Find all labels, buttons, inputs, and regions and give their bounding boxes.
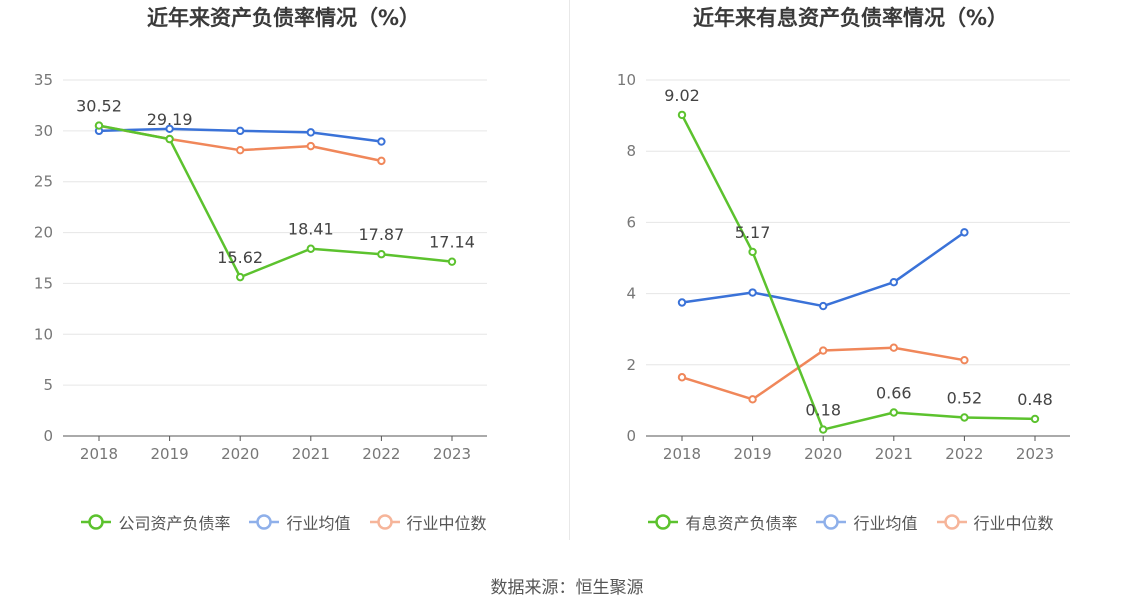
data-label: 17.14 (429, 233, 475, 252)
data-point[interactable] (819, 301, 828, 311)
data-point[interactable] (960, 413, 969, 422)
legend-label: 有息资产负债率 (685, 514, 798, 533)
x-tick-label: 2019 (734, 445, 772, 463)
legend-swatch-icon (648, 514, 679, 530)
legend-label: 行业均值 (286, 514, 351, 533)
y-tick-label: 35 (34, 71, 53, 89)
data-point[interactable] (960, 228, 969, 237)
data-point[interactable] (677, 373, 687, 382)
series-line (98, 124, 453, 279)
data-point[interactable] (677, 110, 687, 120)
data-point[interactable] (236, 145, 245, 155)
data-point[interactable] (306, 141, 315, 151)
data-label: 0.66 (876, 384, 912, 403)
data-label: 17.87 (358, 225, 404, 244)
chart-plot: 0 2 4 6 8 10 2018 2019 2020 2021 2022 2023 9.02 5.17 0… (617, 71, 1070, 463)
left-chart-panel: 近年来资产负债率情况（%） 0 5 10 15 20 25 30 35 2018 2019 2020… (0, 0, 567, 560)
data-label: 0.52 (947, 388, 983, 407)
y-tick-label: 25 (34, 173, 53, 191)
chart-legend: 有息资产负债率 行业均值 行业中位数 (567, 510, 1134, 534)
series-line (680, 114, 1036, 431)
data-point[interactable] (377, 137, 386, 146)
data-point[interactable] (748, 247, 757, 257)
legend-swatch-icon (816, 514, 847, 530)
y-tick-label: 30 (34, 122, 53, 140)
y-tick-label: 0 (43, 427, 53, 445)
legend-label: 行业均值 (853, 514, 918, 533)
y-tick-label: 4 (626, 285, 636, 303)
legend-item[interactable]: 行业中位数 (369, 510, 487, 534)
legend-item[interactable]: 有息资产负债率 (647, 510, 797, 534)
legend-label: 行业中位数 (406, 514, 487, 533)
x-tick-label: 2018 (663, 445, 701, 463)
data-point[interactable] (1030, 414, 1040, 424)
y-tick-label: 8 (626, 142, 636, 160)
x-tick-label: 2023 (1016, 445, 1054, 463)
legend-item[interactable]: 行业均值 (248, 510, 351, 534)
x-tick-label: 2021 (875, 445, 913, 463)
data-label: 0.48 (1017, 390, 1053, 409)
legend-swatch-icon (249, 514, 280, 530)
x-tick-label: 2021 (292, 445, 330, 463)
data-point[interactable] (819, 425, 828, 434)
chart-plot: 0 5 10 15 20 25 30 35 2018 2019 2020 2021 2022 2023 30… (34, 71, 487, 463)
x-tick-label: 2018 (80, 445, 118, 463)
data-label: 9.02 (664, 86, 700, 105)
panel-divider (569, 0, 570, 540)
data-label: 18.41 (288, 220, 334, 239)
legend-item[interactable]: 行业均值 (815, 510, 918, 534)
chart-title: 近年来资产负债率情况（%） (146, 6, 421, 30)
data-point[interactable] (889, 408, 898, 417)
series-line (681, 346, 965, 401)
data-point[interactable] (377, 156, 386, 166)
y-tick-label: 0 (626, 427, 636, 445)
y-tick-label: 5 (43, 376, 53, 394)
data-point[interactable] (960, 355, 969, 365)
x-tick-label: 2020 (804, 445, 842, 463)
data-point[interactable] (889, 278, 898, 287)
legend-item[interactable]: 公司资产负债率 (80, 510, 230, 534)
data-label: 29.19 (147, 110, 193, 129)
chart-legend: 公司资产负债率 行业均值 行业中位数 (0, 510, 567, 534)
series-line (681, 231, 966, 308)
legend-swatch-icon (936, 514, 967, 530)
data-point[interactable] (748, 288, 757, 297)
right-chart-panel: 近年来有息资产负债率情况（%） 0 2 4 6 8 10 2018 2019 2020 2021 2… (567, 0, 1134, 560)
data-point[interactable] (236, 126, 245, 136)
legend-label: 公司资产负债率 (118, 514, 231, 533)
y-tick-label: 20 (34, 224, 53, 242)
y-tick-label: 10 (34, 325, 53, 343)
y-tick-label: 2 (626, 356, 636, 374)
x-tick-label: 2022 (362, 445, 400, 463)
x-tick-label: 2020 (221, 445, 259, 463)
data-label: 15.62 (217, 248, 263, 267)
data-point[interactable] (377, 250, 386, 259)
legend-item[interactable]: 行业中位数 (936, 510, 1054, 534)
data-point[interactable] (677, 298, 687, 307)
data-point[interactable] (165, 134, 174, 144)
data-label: 30.52 (76, 97, 122, 116)
data-point[interactable] (306, 128, 315, 137)
y-tick-label: 10 (617, 71, 636, 89)
data-point[interactable] (306, 244, 315, 253)
x-tick-label: 2019 (151, 445, 189, 463)
data-point[interactable] (94, 121, 104, 130)
data-label: 0.18 (805, 401, 841, 420)
legend-swatch-icon (81, 514, 112, 530)
y-tick-label: 15 (34, 274, 53, 292)
x-tick-label: 2022 (945, 445, 983, 463)
legend-swatch-icon (369, 514, 400, 530)
data-point[interactable] (819, 346, 828, 355)
data-point[interactable] (889, 343, 898, 352)
data-source-note: 数据来源：恒生聚源 (490, 578, 644, 598)
y-tick-label: 6 (626, 213, 636, 231)
chart-title: 近年来有息资产负债率情况（%） (692, 6, 1009, 30)
legend-label: 行业中位数 (973, 514, 1054, 533)
data-point[interactable] (748, 395, 757, 404)
data-point[interactable] (165, 124, 174, 134)
data-label: 5.17 (735, 223, 771, 242)
x-tick-label: 2023 (433, 445, 471, 463)
data-point[interactable] (447, 257, 457, 266)
data-point[interactable] (236, 272, 245, 282)
